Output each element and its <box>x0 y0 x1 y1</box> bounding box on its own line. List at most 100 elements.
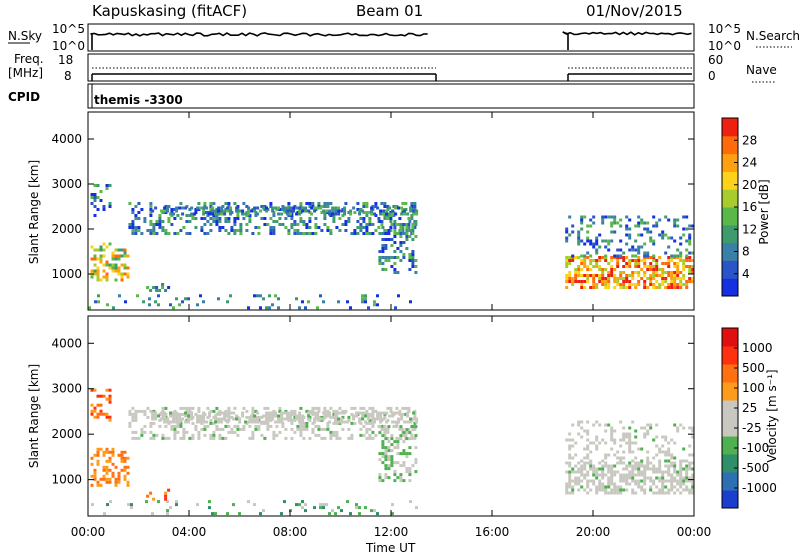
data-cell <box>580 218 584 222</box>
data-cell <box>592 274 596 277</box>
data-cell <box>613 280 617 283</box>
data-cell <box>247 209 251 213</box>
data-cell <box>329 232 333 235</box>
data-cell <box>275 424 279 428</box>
data-cell <box>610 473 614 477</box>
data-cell <box>191 433 195 437</box>
data-cell <box>384 476 388 480</box>
data-cell <box>652 259 656 262</box>
data-cell <box>640 245 644 249</box>
freq-unit: [MHz] <box>8 66 43 80</box>
data-cell <box>652 254 656 258</box>
data-cell <box>328 411 332 415</box>
data-cell <box>123 459 127 463</box>
data-cell <box>643 432 647 436</box>
data-cell <box>405 470 409 474</box>
data-cell <box>326 427 330 431</box>
data-cell <box>311 406 315 410</box>
data-cell <box>667 236 671 240</box>
data-cell <box>305 409 309 413</box>
data-cell <box>640 268 644 271</box>
data-cell <box>334 414 338 418</box>
data-cell <box>568 473 572 477</box>
data-cell <box>625 224 629 228</box>
data-cell <box>595 236 599 240</box>
data-cell <box>245 205 249 208</box>
data-cell <box>568 256 572 259</box>
data-cell <box>637 233 641 237</box>
data-cell <box>631 473 635 477</box>
data-cell <box>411 232 415 235</box>
data-cell <box>206 220 210 223</box>
data-cell <box>631 277 635 280</box>
data-cell <box>580 227 584 231</box>
data-cell <box>131 223 135 226</box>
data-cell <box>373 509 376 513</box>
data-cell <box>376 512 379 516</box>
data-cell <box>389 229 393 232</box>
data-cell <box>586 236 590 240</box>
data-cell <box>640 447 644 451</box>
data-cell <box>601 438 605 442</box>
data-cell <box>272 409 276 413</box>
data-cell <box>170 424 174 428</box>
data-cell <box>233 217 237 220</box>
data-cell <box>353 211 357 214</box>
data-cell <box>99 254 103 258</box>
data-cell <box>643 259 647 262</box>
data-cell <box>667 256 671 259</box>
nsearch-tick-bottom: 10^0 <box>708 39 741 53</box>
data-cell <box>652 464 656 468</box>
nave-tick-bottom: 0 <box>708 69 716 83</box>
data-cell <box>323 214 327 217</box>
data-cell <box>131 436 135 440</box>
data-cell <box>595 274 599 277</box>
data-cell <box>395 223 399 226</box>
data-cell <box>601 271 605 274</box>
data-cell <box>410 433 414 437</box>
data-cell <box>217 297 220 301</box>
data-cell <box>384 268 388 271</box>
data-cell <box>314 424 318 428</box>
data-cell <box>619 491 623 495</box>
data-cell <box>371 223 375 226</box>
data-cell <box>390 458 394 462</box>
data-cell <box>307 209 311 213</box>
data-cell <box>93 409 97 413</box>
data-cell <box>670 461 674 465</box>
data-cell <box>146 229 150 232</box>
data-cell <box>99 278 103 282</box>
data-cell <box>172 306 175 310</box>
data-cell <box>262 414 266 418</box>
data-cell <box>607 215 611 219</box>
data-cell <box>185 214 189 217</box>
data-cell <box>384 449 388 453</box>
data-cell <box>568 453 572 457</box>
data-cell <box>571 283 575 286</box>
data-cell <box>361 411 365 415</box>
data-cell <box>365 430 369 434</box>
data-cell <box>682 476 686 480</box>
colorbar-tick-label: 24 <box>742 156 757 170</box>
data-cell <box>230 229 234 232</box>
data-cell <box>111 447 115 451</box>
data-cell <box>272 232 276 235</box>
data-cell <box>673 485 677 489</box>
data-cell <box>329 433 333 437</box>
data-cell <box>676 262 680 265</box>
data-cell <box>326 229 330 232</box>
data-cell <box>409 500 412 504</box>
data-cell <box>625 432 629 436</box>
data-cell <box>344 229 348 232</box>
data-cell <box>126 471 130 475</box>
data-cell <box>179 436 183 440</box>
data-cell <box>661 283 665 286</box>
data-cell <box>178 303 181 307</box>
data-cell <box>283 209 287 213</box>
data-cell <box>254 409 258 413</box>
data-cell <box>628 432 632 436</box>
data-cell <box>676 265 680 268</box>
data-cell <box>381 256 385 259</box>
data-cell <box>408 229 412 232</box>
data-cell <box>568 470 572 474</box>
